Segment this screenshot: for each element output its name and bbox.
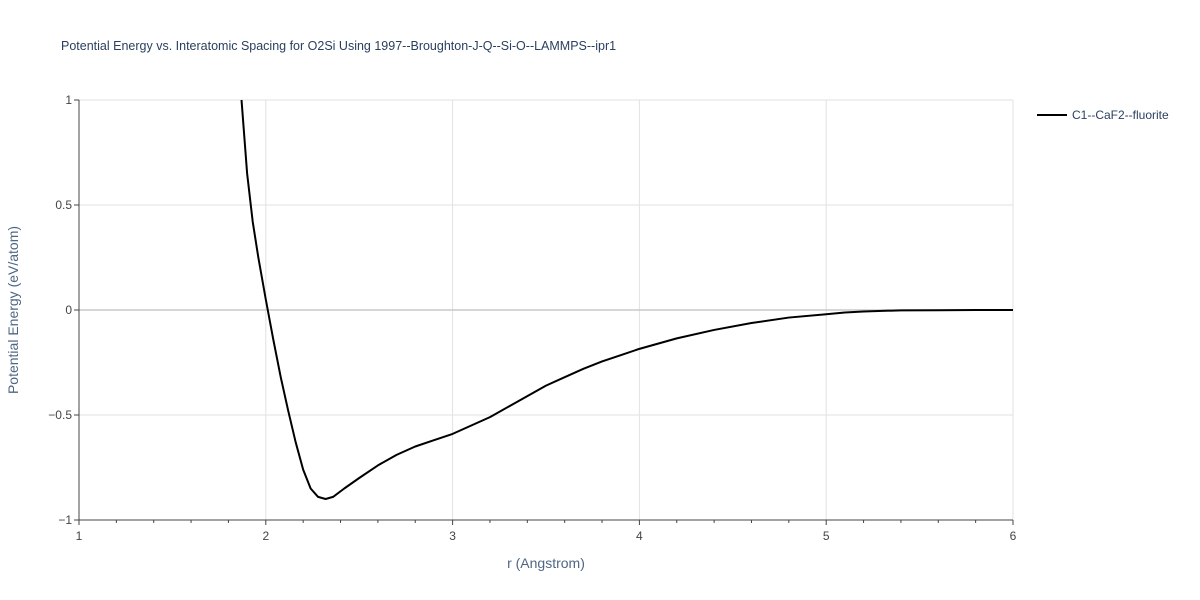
series-line-0	[240, 99, 1013, 500]
x-tick-label: 4	[636, 529, 643, 543]
x-tick-label: 2	[262, 529, 269, 543]
y-tick-label: −0.5	[48, 408, 72, 422]
y-tick-label: −1	[58, 513, 72, 527]
x-tick-label: 1	[76, 529, 83, 543]
series-layer	[240, 99, 1013, 500]
x-axis-title: r (Angstrom)	[507, 555, 585, 571]
x-tick-label: 3	[449, 529, 456, 543]
ticks: 1 2 3 4 5 6 −1 −0.5 0 0.5 1	[48, 93, 1016, 543]
y-tick-label: 0	[65, 303, 72, 317]
legend-label: C1--CaF2--fluorite	[1072, 108, 1169, 122]
legend[interactable]: C1--CaF2--fluorite	[1037, 108, 1169, 122]
y-axis-title: Potential Energy (eV/atom)	[5, 226, 21, 394]
x-tick-label: 6	[1010, 529, 1017, 543]
y-tick-label: 1	[65, 93, 72, 107]
chart-title: Potential Energy vs. Interatomic Spacing…	[61, 39, 616, 53]
x-tick-label: 5	[823, 529, 830, 543]
y-tick-label: 0.5	[55, 198, 72, 212]
